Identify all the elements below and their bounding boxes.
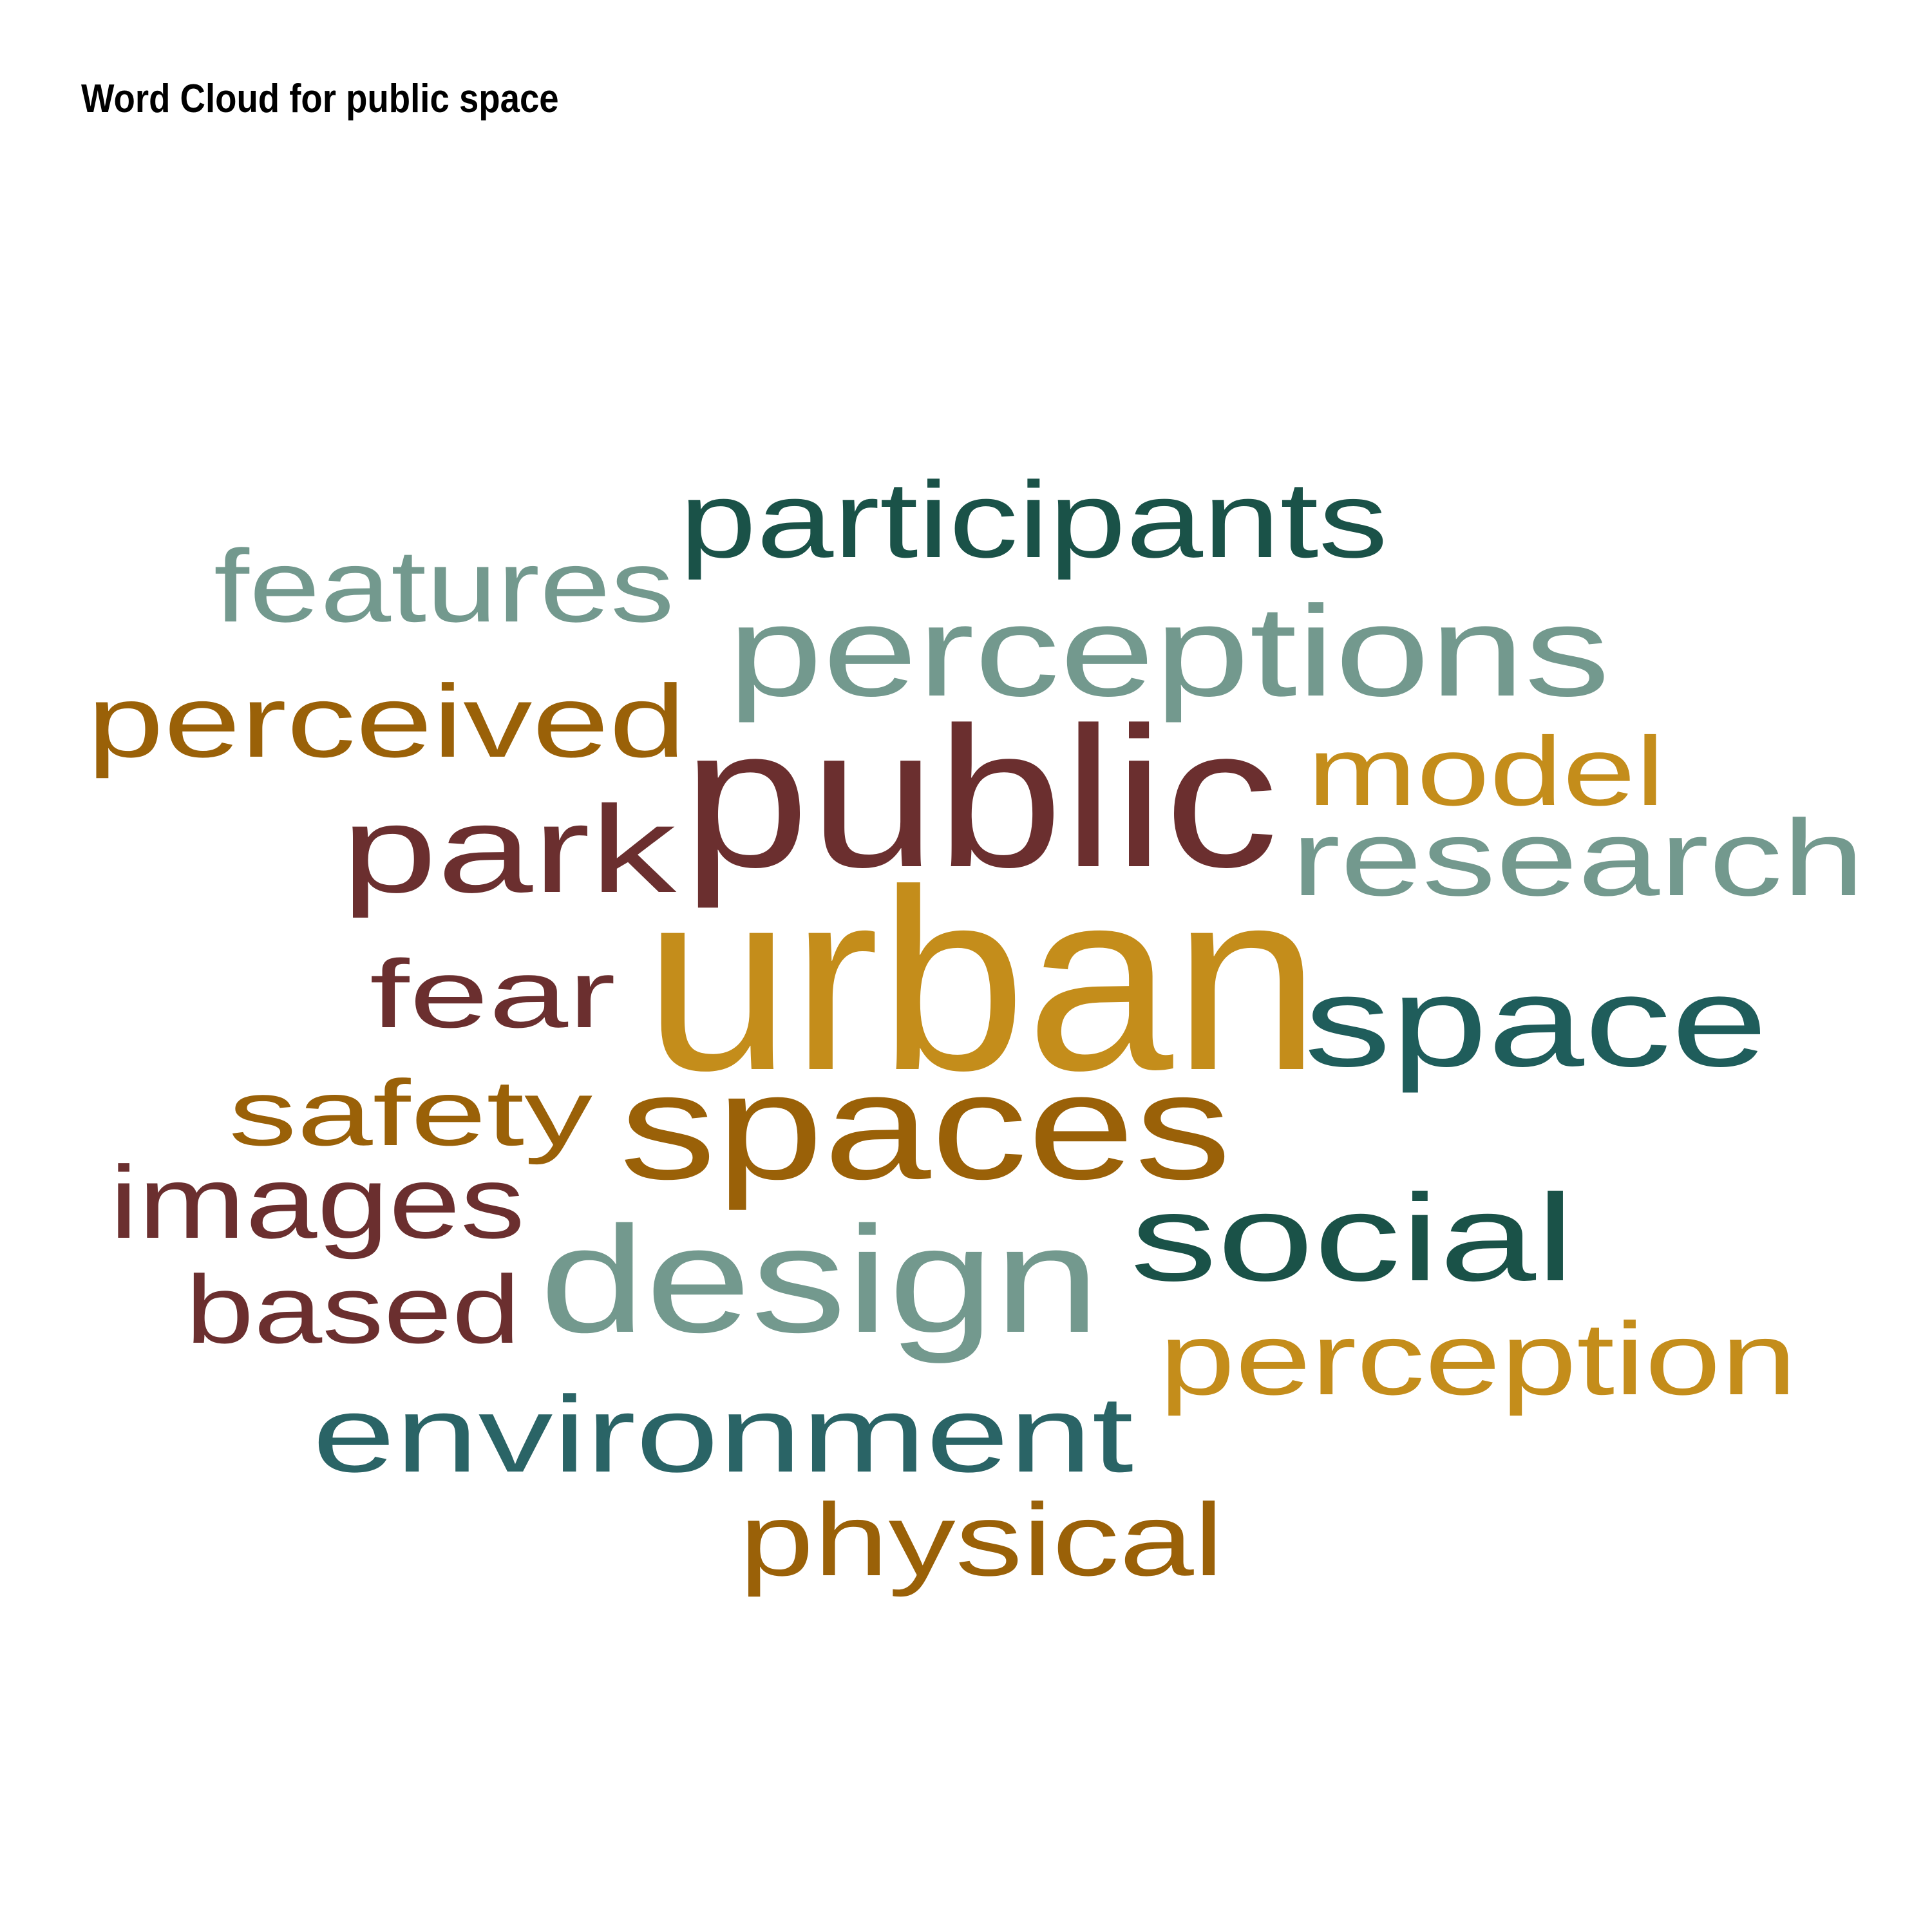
word-design: design [540,1195,1100,1364]
word-model: model [1307,717,1665,826]
word-based: based [185,1255,520,1363]
word-park: park [341,780,677,918]
word-social: social [1130,1168,1575,1307]
word-features: features [214,528,674,643]
word-participants: participants [679,459,1388,580]
word-perceived: perceived [87,663,686,779]
word-perceptions: perceptions [728,580,1610,723]
word-perception: perception [1159,1301,1797,1416]
word-urban: urban [644,836,1320,1124]
word-environment: environment [312,1374,1133,1495]
word-fear: fear [370,940,616,1048]
word-physical: physical [739,1482,1224,1597]
word-images: images [109,1144,525,1260]
word-public: public [683,685,1278,910]
word-spaces: spaces [620,1041,1231,1211]
chart-title: Word Cloud for public space [81,77,559,121]
word-safety: safety [229,1061,593,1165]
word-research: research [1291,797,1864,918]
word-space: space [1304,950,1768,1094]
